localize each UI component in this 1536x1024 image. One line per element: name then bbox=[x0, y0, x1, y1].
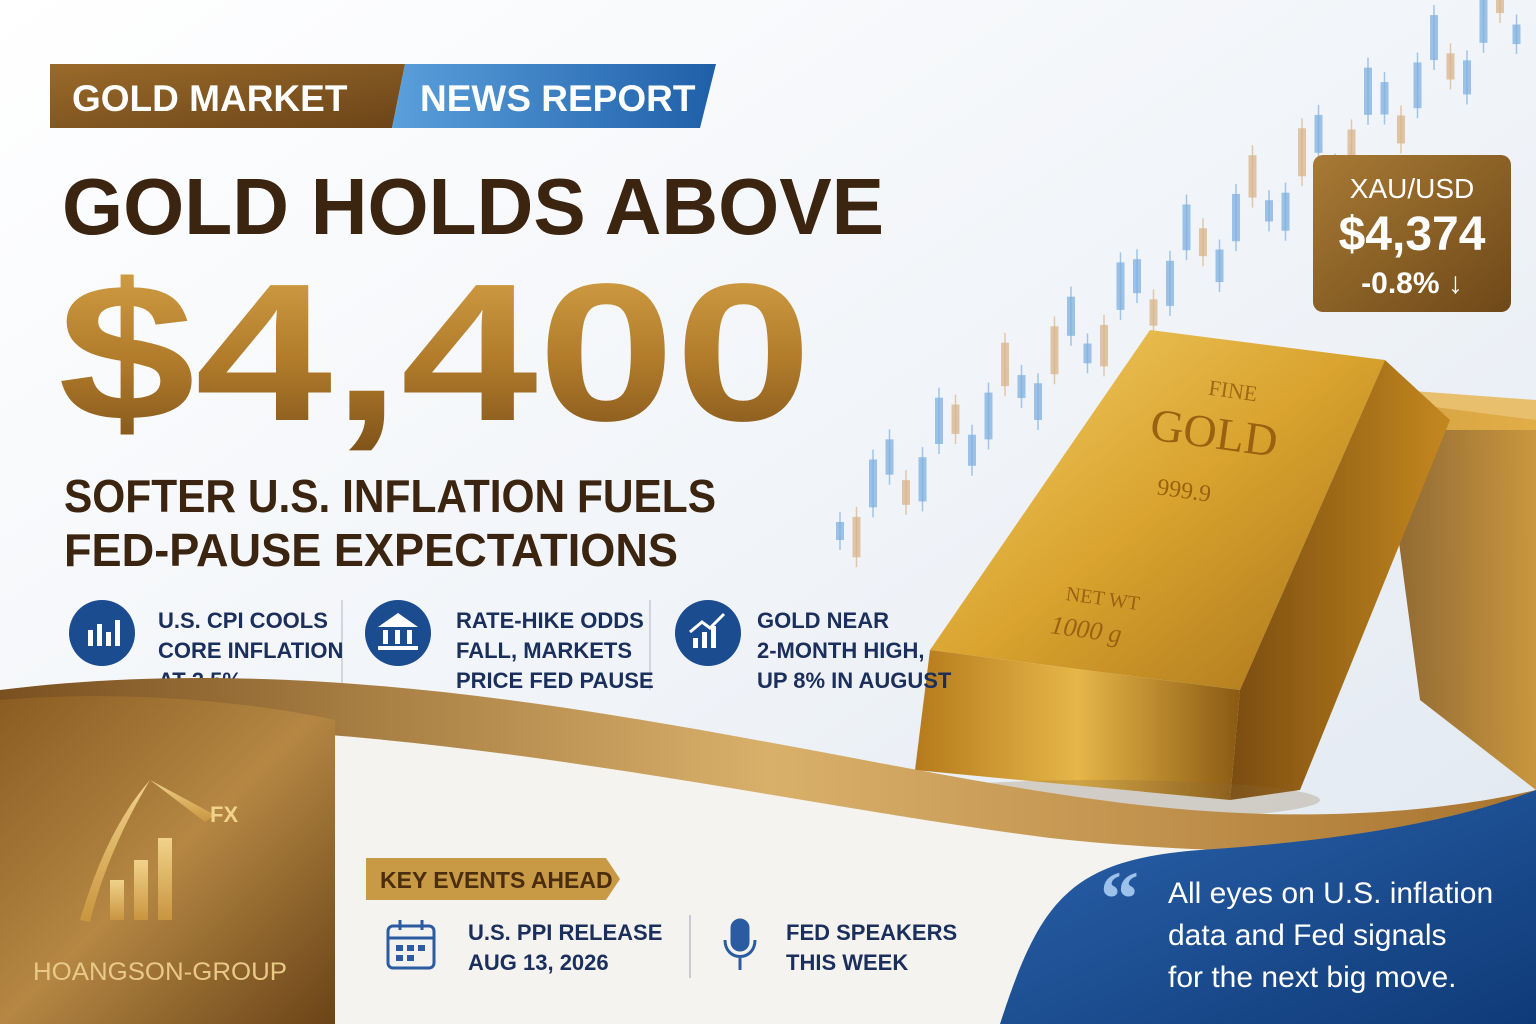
candle-body bbox=[1199, 228, 1207, 257]
brand-mark: FX bbox=[210, 802, 238, 827]
highlight-text: GOLD NEAR bbox=[757, 608, 889, 633]
headline: GOLD HOLDS ABOVE bbox=[62, 162, 884, 251]
calendar-icon bbox=[396, 945, 425, 961]
brand-logo bbox=[80, 780, 215, 922]
subheadline: FED-PAUSE EXPECTATIONS bbox=[64, 524, 678, 576]
candle-body bbox=[1215, 249, 1224, 283]
candle-body bbox=[1496, 0, 1504, 14]
candle-body bbox=[1397, 115, 1405, 144]
brand-name: HOANGSON-GROUP bbox=[33, 958, 287, 986]
candlestick-backdrop bbox=[836, 0, 1521, 568]
quote-text: data and Fed signals bbox=[1168, 919, 1447, 952]
subheadline: SOFTER U.S. INFLATION FUELS bbox=[64, 470, 716, 522]
tag-news-report bbox=[392, 64, 716, 128]
candle-body bbox=[1067, 296, 1075, 336]
candle-body bbox=[836, 522, 844, 540]
candle-body bbox=[1314, 114, 1323, 153]
highlight-text: RATE-HIKE ODDS bbox=[456, 608, 644, 633]
highlights: U.S. CPI COOLS CORE INFLATION AT 2.5% RA… bbox=[158, 608, 952, 693]
candle-body bbox=[1182, 204, 1191, 251]
events-tag bbox=[366, 858, 620, 900]
event-text: THIS WEEK bbox=[786, 950, 908, 975]
candle-body bbox=[902, 480, 910, 505]
candle-body bbox=[1298, 128, 1306, 177]
highlight-text: 2-MONTH HIGH, bbox=[757, 638, 924, 663]
candle-body bbox=[1034, 383, 1042, 420]
candle-body bbox=[918, 457, 927, 502]
candle-body bbox=[1149, 299, 1158, 326]
candle-body bbox=[1512, 24, 1521, 45]
event-text: AUG 13, 2026 bbox=[468, 950, 609, 975]
gold-bar-image bbox=[880, 330, 1536, 820]
headline-price: $4,400 bbox=[58, 243, 812, 462]
quote-text: All eyes on U.S. inflation bbox=[1168, 877, 1493, 910]
highlight-text: FALL, MARKETS bbox=[456, 638, 632, 663]
candle-body bbox=[1166, 260, 1174, 306]
quote-mark: “ bbox=[1100, 855, 1139, 942]
candle-body bbox=[1050, 326, 1059, 375]
event-text: FED SPEAKERS bbox=[786, 920, 957, 945]
tag-right-text: NEWS REPORT bbox=[420, 78, 696, 119]
ticker-symbol: XAU/USD bbox=[1350, 173, 1474, 204]
ticker-price: $4,374 bbox=[1339, 208, 1486, 261]
ticker-change: -0.8% ↓ bbox=[1361, 267, 1463, 300]
quote-panel bbox=[1000, 790, 1536, 1024]
highlight-text: UP 8% IN AUGUST bbox=[757, 668, 952, 693]
candle-body bbox=[1232, 193, 1240, 242]
candle-body bbox=[1446, 53, 1455, 80]
candle-body bbox=[1281, 192, 1290, 231]
highlight-text: CORE INFLATION bbox=[158, 638, 343, 663]
microphone-icon bbox=[723, 918, 757, 970]
candle-body bbox=[1380, 82, 1389, 115]
ticker-box bbox=[1313, 155, 1511, 312]
highlight-text: PRICE FED PAUSE bbox=[456, 668, 654, 693]
tag-left-text: GOLD MARKET bbox=[72, 78, 348, 119]
candle-body bbox=[1430, 15, 1438, 61]
candle-body bbox=[852, 516, 861, 558]
highlight-text: U.S. CPI COOLS bbox=[158, 608, 328, 633]
event-text: U.S. PPI RELEASE bbox=[468, 920, 662, 945]
candle-body bbox=[1133, 259, 1141, 294]
candle-body bbox=[968, 434, 976, 466]
candle-body bbox=[869, 459, 877, 508]
candle-body bbox=[1001, 342, 1009, 387]
candle-body bbox=[935, 397, 943, 445]
candle-body bbox=[1017, 375, 1026, 399]
candle-body bbox=[1347, 129, 1356, 172]
candle-body bbox=[1479, 0, 1488, 43]
candle-body bbox=[1265, 200, 1273, 222]
calendar-icon bbox=[386, 920, 436, 970]
tag-gold-market bbox=[50, 64, 405, 128]
candle-body bbox=[885, 439, 894, 475]
candle-body bbox=[1116, 262, 1125, 310]
candle-body bbox=[1364, 67, 1372, 115]
candle-body bbox=[1463, 60, 1471, 95]
candle-body bbox=[1100, 324, 1108, 367]
candle-body bbox=[951, 404, 960, 434]
candle-body bbox=[1413, 62, 1422, 109]
candle-body bbox=[1083, 343, 1092, 364]
candle-body bbox=[1248, 155, 1257, 198]
candle-body bbox=[984, 392, 993, 440]
events-title: KEY EVENTS AHEAD bbox=[380, 867, 613, 893]
quote-text: for the next big move. bbox=[1168, 961, 1457, 994]
highlight-icons bbox=[69, 600, 741, 690]
